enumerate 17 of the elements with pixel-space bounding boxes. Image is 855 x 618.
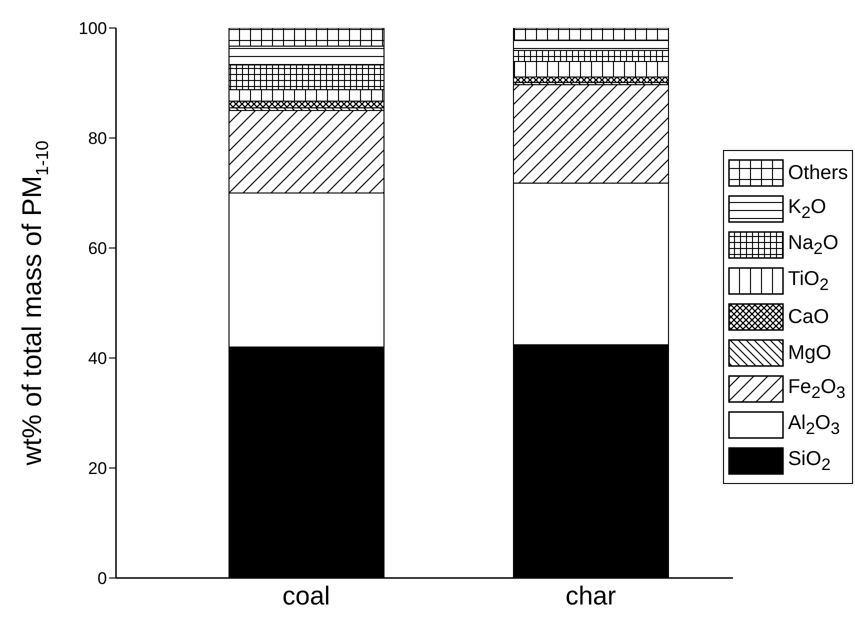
y-tick-label: 60 (88, 239, 107, 258)
y-tick-label: 40 (88, 349, 107, 368)
legend-label: CaO (788, 306, 830, 328)
x-tick-label: char (565, 580, 616, 610)
legend-label: K$_{2}$O (788, 196, 826, 222)
legend-label: Na$_{2}$O (788, 232, 838, 258)
legend-label: MgO (788, 342, 832, 364)
y-tick-label: 80 (88, 129, 107, 148)
y-tick-label: 0 (98, 569, 107, 588)
legend-label: Al$_{2}$O$_{3}$ (788, 412, 840, 438)
y-tick-label: 20 (88, 459, 107, 478)
legend-label: TiO$_{2}$ (788, 268, 829, 294)
legend-label: Others (788, 162, 848, 184)
y-tick-label: 100 (78, 19, 107, 38)
legend-label: Fe$_{2}$O$_{3}$ (788, 376, 846, 402)
x-tick-label: coal (282, 580, 330, 610)
legend-label: SiO$_{2}$ (788, 448, 831, 474)
